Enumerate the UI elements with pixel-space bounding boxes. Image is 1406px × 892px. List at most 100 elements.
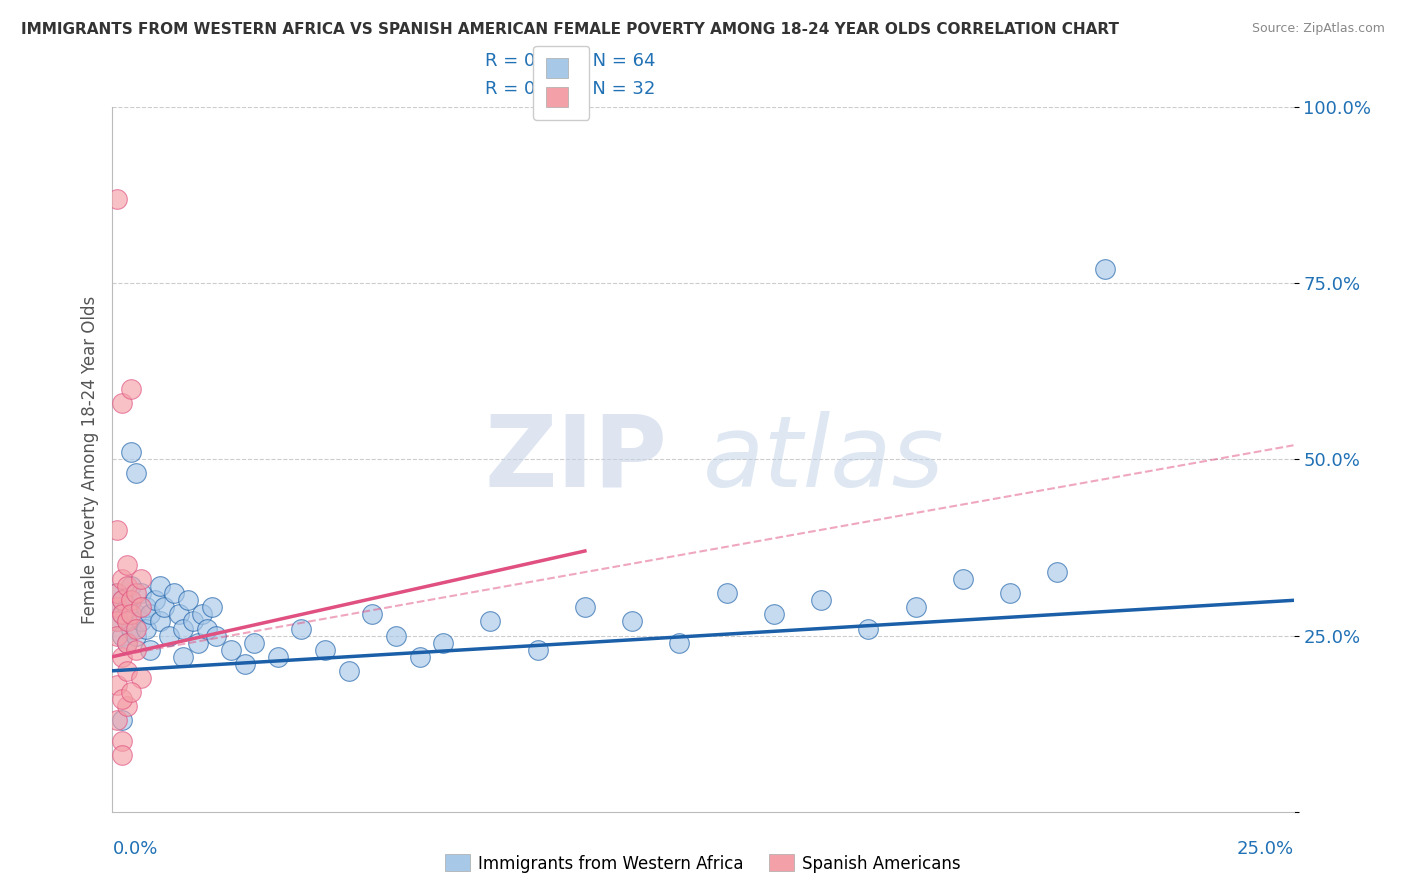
Point	[105, 586, 128, 600]
Point	[432, 635, 454, 649]
Point	[1046, 565, 1069, 579]
Point	[219, 642, 242, 657]
Point	[195, 622, 218, 636]
Point	[111, 692, 134, 706]
Point	[105, 678, 128, 692]
Point	[105, 586, 128, 600]
Point	[526, 642, 548, 657]
Point	[998, 586, 1021, 600]
Point	[810, 593, 832, 607]
Point	[205, 628, 228, 642]
Point	[120, 382, 142, 396]
Point	[115, 699, 138, 714]
Point	[115, 615, 138, 629]
Legend: Immigrants from Western Africa, Spanish Americans: Immigrants from Western Africa, Spanish …	[439, 847, 967, 880]
Point	[1094, 262, 1116, 277]
Point	[105, 615, 128, 629]
Point	[105, 523, 128, 537]
Point	[177, 593, 200, 607]
Point	[120, 445, 142, 459]
Point	[111, 607, 134, 622]
Point	[115, 615, 138, 629]
Point	[186, 635, 208, 649]
Point	[120, 622, 142, 636]
Point	[111, 572, 134, 586]
Point	[181, 615, 204, 629]
Point	[125, 586, 148, 600]
Point	[139, 607, 162, 622]
Text: atlas: atlas	[703, 411, 945, 508]
Text: 25.0%: 25.0%	[1236, 840, 1294, 858]
Point	[105, 615, 128, 629]
Point	[716, 586, 738, 600]
Point	[135, 600, 157, 615]
Point	[233, 657, 256, 671]
Point	[115, 635, 138, 649]
Point	[191, 607, 214, 622]
Point	[105, 600, 128, 615]
Point	[157, 628, 180, 642]
Point	[153, 600, 176, 615]
Y-axis label: Female Poverty Among 18-24 Year Olds: Female Poverty Among 18-24 Year Olds	[80, 295, 98, 624]
Point	[668, 635, 690, 649]
Point	[762, 607, 785, 622]
Point	[385, 628, 408, 642]
Point	[120, 593, 142, 607]
Point	[115, 558, 138, 573]
Point	[115, 600, 138, 615]
Point	[111, 628, 134, 642]
Point	[149, 615, 172, 629]
Point	[574, 600, 596, 615]
Point	[479, 615, 502, 629]
Legend: , : ,	[533, 45, 589, 120]
Point	[105, 600, 128, 615]
Point	[143, 593, 166, 607]
Point	[115, 579, 138, 593]
Point	[361, 607, 384, 622]
Point	[149, 579, 172, 593]
Point	[111, 649, 134, 664]
Point	[129, 600, 152, 615]
Point	[167, 607, 190, 622]
Point	[125, 467, 148, 481]
Point	[125, 607, 148, 622]
Text: Source: ZipAtlas.com: Source: ZipAtlas.com	[1251, 22, 1385, 36]
Text: 0.0%: 0.0%	[112, 840, 157, 858]
Point	[125, 628, 148, 642]
Text: ZIP: ZIP	[485, 411, 668, 508]
Point	[111, 607, 134, 622]
Point	[111, 713, 134, 727]
Point	[120, 607, 142, 622]
Text: R = 0.210   N = 32: R = 0.210 N = 32	[485, 80, 655, 98]
Point	[111, 593, 134, 607]
Point	[290, 622, 312, 636]
Point	[129, 671, 152, 685]
Point	[120, 579, 142, 593]
Point	[139, 642, 162, 657]
Point	[129, 586, 152, 600]
Point	[621, 615, 644, 629]
Point	[267, 649, 290, 664]
Point	[125, 622, 148, 636]
Point	[129, 615, 152, 629]
Point	[120, 685, 142, 699]
Point	[314, 642, 336, 657]
Point	[172, 622, 194, 636]
Point	[952, 572, 974, 586]
Text: R = 0.172   N = 64: R = 0.172 N = 64	[485, 53, 655, 70]
Point	[163, 586, 186, 600]
Point	[337, 664, 360, 678]
Point	[172, 649, 194, 664]
Point	[115, 635, 138, 649]
Text: IMMIGRANTS FROM WESTERN AFRICA VS SPANISH AMERICAN FEMALE POVERTY AMONG 18-24 YE: IMMIGRANTS FROM WESTERN AFRICA VS SPANIS…	[21, 22, 1119, 37]
Point	[120, 593, 142, 607]
Point	[105, 192, 128, 206]
Point	[111, 748, 134, 763]
Point	[111, 396, 134, 410]
Point	[904, 600, 927, 615]
Point	[111, 734, 134, 748]
Point	[115, 664, 138, 678]
Point	[408, 649, 430, 664]
Point	[125, 642, 148, 657]
Point	[135, 622, 157, 636]
